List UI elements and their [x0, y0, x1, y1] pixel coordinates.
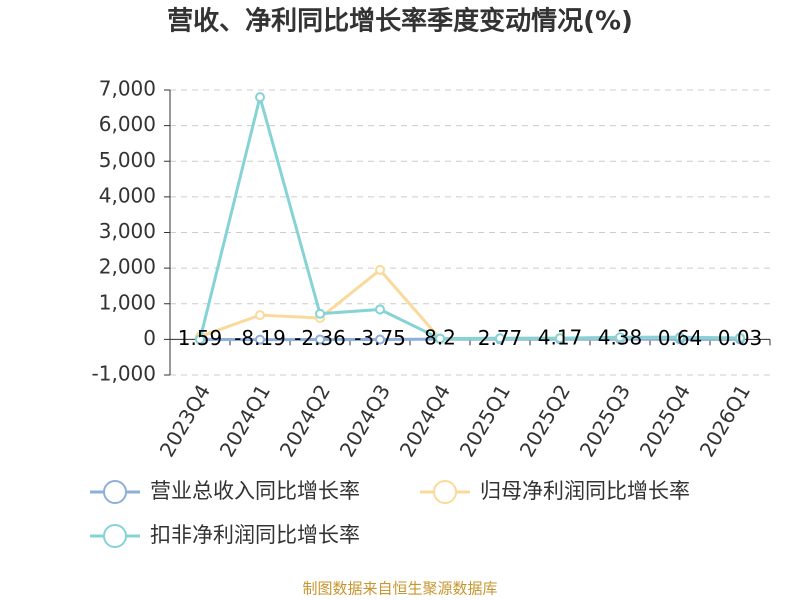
- data-label: -2.36: [294, 326, 346, 350]
- y-tick-label: 7,000: [99, 77, 156, 101]
- y-tick-label: 2,000: [99, 255, 156, 279]
- data-point: [615, 332, 625, 343]
- x-tick-label: 2023Q4: [155, 380, 215, 461]
- data-label: 8.2: [424, 326, 456, 350]
- data-point: [555, 333, 565, 344]
- x-tick-label: 2025Q4: [635, 380, 695, 461]
- data-point: [435, 333, 445, 344]
- data-point: [255, 334, 265, 345]
- legend-marker: [103, 480, 127, 504]
- legend-marker: [103, 524, 127, 548]
- data-label: 0.03: [718, 326, 763, 350]
- data-label: 1.59: [178, 326, 223, 350]
- x-tick-label: 2025Q2: [515, 380, 575, 461]
- legend-label: 归母净利润同比增长率: [480, 479, 690, 503]
- x-tick-label: 2024Q2: [275, 380, 335, 461]
- x-tick-label: 2025Q3: [575, 380, 635, 461]
- legend-label: 扣非净利润同比增长率: [150, 523, 360, 547]
- data-label: 2.77: [478, 326, 523, 350]
- data-label: -8.19: [234, 326, 286, 350]
- y-tick-label: 1,000: [99, 290, 156, 314]
- series-line: [198, 91, 741, 341]
- data-point: [375, 334, 385, 345]
- x-tick-label: 2026Q1: [695, 380, 755, 461]
- x-tick-label: 2025Q1: [455, 380, 515, 461]
- data-point: [495, 333, 505, 344]
- data-point: [735, 332, 745, 343]
- data-point: [255, 92, 265, 103]
- data-label: -3.75: [354, 326, 406, 350]
- x-tick-label: 2024Q4: [395, 380, 455, 461]
- data-point: [255, 310, 265, 321]
- x-tick-label: 2024Q1: [215, 380, 275, 461]
- legend-marker: [433, 480, 457, 504]
- y-tick-label: 4,000: [99, 183, 156, 207]
- source-note: 制图数据来自恒生聚源数据库: [302, 580, 497, 598]
- y-tick-label: 5,000: [99, 148, 156, 172]
- data-label: 0.64: [658, 326, 703, 350]
- data-label: 4.17: [538, 326, 583, 350]
- data-point: [315, 308, 325, 319]
- data-point: [375, 304, 385, 315]
- data-label: 4.38: [598, 326, 643, 350]
- data-point: [675, 332, 685, 343]
- data-point: [195, 334, 205, 345]
- data-point: [315, 334, 325, 345]
- y-tick-label: 6,000: [99, 112, 156, 136]
- y-tick-label: -1,000: [92, 362, 156, 386]
- legend-label: 营业总收入同比增长率: [150, 479, 360, 503]
- data-point: [375, 264, 385, 275]
- x-tick-label: 2024Q3: [335, 380, 395, 461]
- y-tick-label: 0: [143, 326, 156, 350]
- chart-title: 营收、净利同比增长率季度变动情况(%): [167, 6, 633, 37]
- y-tick-label: 3,000: [99, 219, 156, 243]
